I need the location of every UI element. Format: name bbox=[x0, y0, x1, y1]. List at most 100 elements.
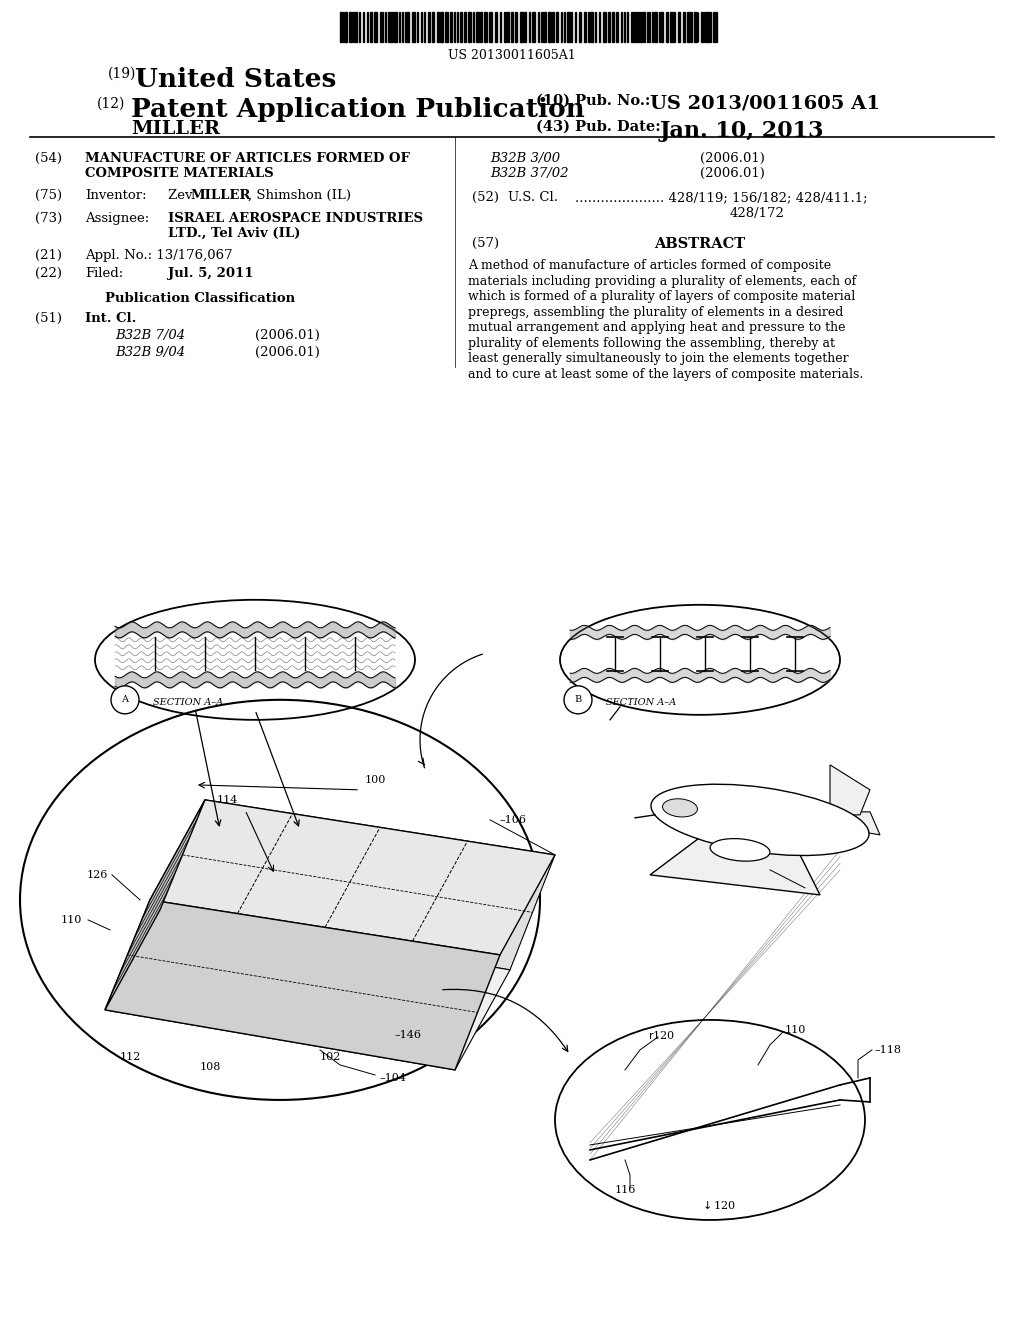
Bar bbox=[603, 12, 605, 42]
Text: Patent Application Publication: Patent Application Publication bbox=[131, 98, 585, 121]
Text: US 2013/0011605 A1: US 2013/0011605 A1 bbox=[650, 94, 880, 112]
Bar bbox=[674, 12, 676, 42]
Bar bbox=[714, 12, 716, 42]
Text: Appl. No.: 13/176,067: Appl. No.: 13/176,067 bbox=[85, 249, 232, 263]
Text: 428/172: 428/172 bbox=[730, 207, 784, 220]
Bar bbox=[701, 12, 702, 42]
Bar bbox=[579, 12, 582, 42]
Bar bbox=[611, 12, 614, 42]
Ellipse shape bbox=[651, 784, 869, 855]
Bar bbox=[599, 12, 600, 42]
Bar bbox=[552, 12, 554, 42]
Bar bbox=[707, 12, 709, 42]
Text: 110: 110 bbox=[785, 1024, 806, 1035]
Bar bbox=[574, 12, 577, 42]
Text: SECTION A–A: SECTION A–A bbox=[606, 698, 676, 708]
Circle shape bbox=[111, 686, 139, 714]
Polygon shape bbox=[150, 800, 555, 954]
Bar bbox=[370, 12, 372, 42]
Bar bbox=[349, 12, 351, 42]
Circle shape bbox=[564, 686, 592, 714]
Bar bbox=[687, 12, 689, 42]
Text: which is formed of a plurality of layers of composite material: which is formed of a plurality of layers… bbox=[468, 290, 855, 304]
Text: mutual arrangement and applying heat and pressure to the: mutual arrangement and applying heat and… bbox=[468, 321, 846, 334]
Text: (54): (54) bbox=[35, 152, 62, 165]
Text: (22): (22) bbox=[35, 267, 62, 280]
Text: LTD., Tel Aviv (IL): LTD., Tel Aviv (IL) bbox=[168, 227, 300, 240]
Text: and to cure at least some of the layers of composite materials.: and to cure at least some of the layers … bbox=[468, 368, 863, 380]
Bar bbox=[412, 12, 415, 42]
Text: (2006.01): (2006.01) bbox=[255, 346, 319, 359]
Text: COMPOSITE MATERIALS: COMPOSITE MATERIALS bbox=[85, 168, 273, 180]
Text: 110: 110 bbox=[60, 915, 82, 925]
Text: (2006.01): (2006.01) bbox=[255, 329, 319, 342]
Text: materials including providing a plurality of elements, each of: materials including providing a pluralit… bbox=[468, 275, 856, 288]
Text: Publication Classification: Publication Classification bbox=[104, 292, 295, 305]
Text: (2006.01): (2006.01) bbox=[700, 152, 765, 165]
Text: $\mathsf{r}$120: $\mathsf{r}$120 bbox=[648, 1028, 675, 1041]
Bar bbox=[608, 12, 610, 42]
Bar bbox=[480, 12, 481, 42]
Text: 116: 116 bbox=[615, 1185, 636, 1195]
Bar bbox=[489, 12, 493, 42]
Polygon shape bbox=[105, 800, 205, 1010]
Bar bbox=[394, 12, 396, 42]
Text: , Shimshon (IL): , Shimshon (IL) bbox=[248, 189, 351, 202]
Polygon shape bbox=[820, 812, 880, 834]
Bar bbox=[643, 12, 644, 42]
Text: (21): (21) bbox=[35, 249, 62, 263]
Text: prepregs, assembling the plurality of elements in a desired: prepregs, assembling the plurality of el… bbox=[468, 306, 844, 318]
Text: (43) Pub. Date:: (43) Pub. Date: bbox=[536, 120, 660, 135]
Text: ..................... 428/119; 156/182; 428/411.1;: ..................... 428/119; 156/182; … bbox=[575, 191, 867, 205]
Bar bbox=[344, 12, 346, 42]
Bar bbox=[667, 12, 668, 42]
Bar bbox=[468, 12, 471, 42]
Text: ISRAEL AEROSPACE INDUSTRIES: ISRAEL AEROSPACE INDUSTRIES bbox=[168, 213, 423, 226]
Bar bbox=[647, 12, 648, 42]
Bar bbox=[556, 12, 558, 42]
Text: 126: 126 bbox=[87, 870, 108, 880]
Bar bbox=[440, 12, 442, 42]
Text: 102: 102 bbox=[319, 1052, 341, 1061]
Text: plurality of elements following the assembling, thereby at: plurality of elements following the asse… bbox=[468, 337, 835, 350]
Bar bbox=[445, 12, 447, 42]
Text: (19): (19) bbox=[108, 67, 136, 81]
Bar bbox=[538, 12, 540, 42]
Text: Inventor:: Inventor: bbox=[85, 189, 146, 202]
Text: (2006.01): (2006.01) bbox=[700, 168, 765, 180]
Bar bbox=[678, 12, 680, 42]
Text: (10) Pub. No.:: (10) Pub. No.: bbox=[536, 94, 650, 108]
Bar bbox=[511, 12, 513, 42]
Bar bbox=[634, 12, 636, 42]
Bar bbox=[703, 12, 706, 42]
Bar bbox=[564, 12, 565, 42]
Text: Filed:: Filed: bbox=[85, 267, 123, 280]
Bar bbox=[683, 12, 685, 42]
Bar bbox=[417, 12, 418, 42]
Bar bbox=[390, 12, 393, 42]
Text: (75): (75) bbox=[35, 189, 62, 202]
Text: SECTION A–A: SECTION A–A bbox=[153, 698, 223, 708]
Bar bbox=[662, 12, 664, 42]
Bar bbox=[432, 12, 434, 42]
Bar bbox=[694, 12, 696, 42]
Bar bbox=[520, 12, 522, 42]
Text: least generally simultaneously to join the elements together: least generally simultaneously to join t… bbox=[468, 352, 849, 366]
Bar bbox=[504, 12, 506, 42]
Bar bbox=[541, 12, 543, 42]
Bar bbox=[566, 12, 569, 42]
Text: 108: 108 bbox=[200, 1061, 221, 1072]
Text: United States: United States bbox=[135, 67, 336, 92]
Polygon shape bbox=[160, 800, 555, 970]
Polygon shape bbox=[830, 764, 870, 814]
Bar bbox=[407, 12, 410, 42]
Bar bbox=[507, 12, 509, 42]
Bar bbox=[484, 12, 486, 42]
Text: U.S. Cl.: U.S. Cl. bbox=[508, 191, 558, 205]
Bar bbox=[515, 12, 517, 42]
Bar bbox=[523, 12, 526, 42]
Bar bbox=[460, 12, 462, 42]
Text: –118: –118 bbox=[874, 1045, 902, 1055]
Bar bbox=[561, 12, 562, 42]
Bar bbox=[457, 12, 458, 42]
